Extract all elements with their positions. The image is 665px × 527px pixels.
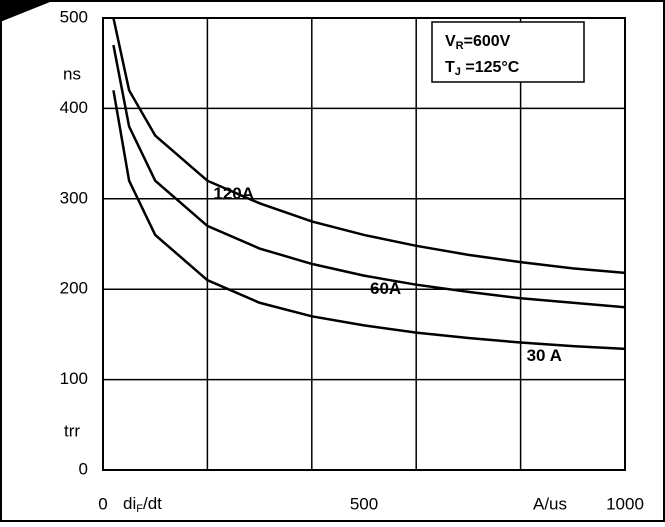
y-tick-label: 300 — [60, 188, 88, 207]
y-tick-label: 0 — [79, 459, 88, 478]
x-tick-label: 0 — [98, 494, 107, 513]
y-axis-label: trr — [64, 421, 80, 440]
x-tick-label: 1000 — [606, 494, 644, 513]
x-axis-label: diF/dt — [123, 494, 162, 514]
y-tick-label: 200 — [60, 279, 88, 298]
annotation-part: =600V — [464, 33, 511, 50]
annotation-part: J — [455, 66, 461, 78]
annotation: TJ =125°C — [445, 59, 520, 78]
curve — [112, 44, 626, 309]
corner — [0, 0, 55, 22]
annotation-part: =125°C — [461, 59, 520, 76]
curve — [112, 90, 626, 351]
annotation-part: T — [445, 59, 455, 76]
x-unit-label: A/us — [533, 494, 567, 513]
annotation-part: V — [445, 33, 456, 50]
x-axis-label-part: /dt — [143, 494, 162, 513]
y-axis-label: ns — [63, 64, 81, 83]
annotation-part: R — [456, 40, 464, 52]
x-axis-label-part: F — [136, 503, 143, 515]
y-tick-label: 100 — [60, 369, 88, 388]
x-axis-label-part: di — [123, 494, 136, 513]
curve — [112, 17, 626, 275]
curve-label: 120A — [213, 184, 254, 203]
curve-label: 60A — [370, 279, 401, 298]
annotation: VR=600V — [445, 33, 511, 52]
y-tick-label: 400 — [60, 98, 88, 117]
x-tick-label: 500 — [350, 494, 378, 513]
annotation-box — [431, 21, 585, 83]
curve-label: 30 A — [527, 346, 562, 365]
y-tick-label: 500 — [60, 7, 88, 26]
